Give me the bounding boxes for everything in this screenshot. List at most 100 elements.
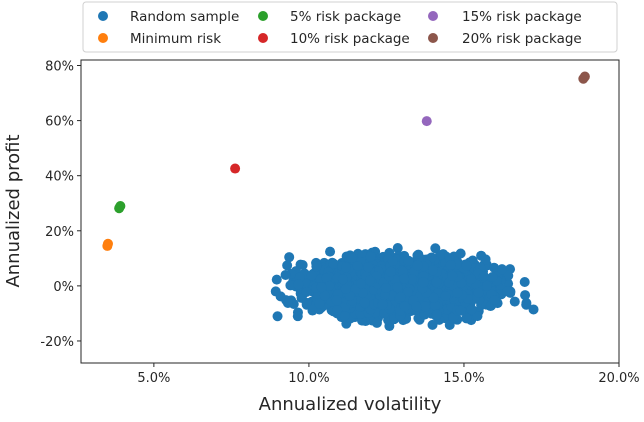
y-axis-label: Annualized profit [3, 134, 24, 287]
data-point [363, 262, 374, 273]
data-point [440, 290, 451, 301]
legend-marker-icon [428, 33, 438, 43]
data-point [321, 273, 332, 284]
data-point [473, 287, 484, 298]
legend-item: Minimum risk [98, 31, 221, 47]
data-point [472, 311, 483, 322]
data-point [406, 274, 417, 285]
data-point [272, 311, 283, 322]
legend-marker-icon [428, 11, 438, 21]
plot-frame [80, 59, 620, 364]
x-tick-label: 10.0% [288, 371, 329, 386]
data-point [230, 163, 241, 174]
data-point [445, 260, 456, 271]
data-point [403, 255, 414, 266]
data-point [489, 262, 500, 273]
legend: Random sample Minimum risk 5% risk package… [82, 1, 618, 53]
legend-marker-icon [258, 33, 268, 43]
data-point [461, 260, 472, 271]
y-tick-label: 60% [45, 115, 74, 130]
data-point [461, 313, 472, 324]
series-random-sample [270, 243, 539, 332]
data-point [420, 301, 431, 312]
legend-item: Random sample [98, 9, 239, 25]
data-point [364, 275, 375, 286]
y-tick-label: 40% [45, 170, 74, 185]
data-point [452, 287, 463, 298]
data-point [371, 317, 382, 328]
series-20-risk-package [578, 71, 590, 84]
data-point [411, 301, 422, 312]
data-point [325, 246, 336, 257]
data-point [402, 287, 413, 298]
data-point [301, 297, 312, 308]
data-point [346, 253, 357, 264]
data-point [521, 297, 532, 308]
data-point [478, 271, 489, 282]
data-point [271, 274, 282, 285]
data-point [489, 295, 500, 306]
data-point [331, 295, 342, 306]
x-tick-label: 5.0% [137, 371, 170, 386]
data-point [431, 277, 442, 288]
series-minimum-risk [102, 238, 113, 251]
x-tick-label: 20.0% [598, 371, 639, 386]
data-point [280, 269, 291, 280]
data-point [466, 304, 477, 315]
legend-item: 20% risk package [428, 31, 582, 47]
data-point [395, 292, 406, 303]
data-point [428, 292, 439, 303]
legend-label: 5% risk package [290, 9, 401, 25]
data-point [503, 270, 514, 281]
data-point [340, 262, 351, 273]
data-point [328, 258, 339, 269]
legend-frame [82, 1, 618, 53]
data-point [430, 300, 441, 311]
series-10-risk-package [230, 163, 241, 174]
data-point [357, 287, 368, 298]
legend-label: 10% risk package [290, 31, 410, 47]
data-point [282, 297, 293, 308]
data-point [332, 305, 343, 316]
data-point [339, 310, 350, 321]
data-point [319, 290, 330, 301]
data-point [292, 311, 303, 322]
data-point [285, 280, 296, 291]
data-point [481, 280, 492, 291]
data-point [399, 301, 410, 312]
legend-item: 15% risk package [428, 9, 582, 25]
data-point [301, 286, 312, 297]
data-point [392, 243, 403, 254]
data-point [359, 297, 370, 308]
data-point [502, 286, 513, 297]
legend-item: 5% risk package [258, 9, 401, 25]
x-axis-label: Annualized volatility [259, 394, 442, 415]
data-point [352, 261, 363, 272]
y-axis: -20% 0% 20% 40% 60% 80% [40, 60, 81, 350]
data-point [412, 260, 423, 271]
data-point [311, 261, 322, 272]
data-point [579, 71, 590, 82]
x-tick-label: 15.0% [443, 371, 484, 386]
y-tick-label: 80% [45, 60, 74, 75]
data-point [520, 290, 531, 301]
data-point [314, 298, 325, 309]
data-point [480, 254, 491, 265]
data-point [340, 283, 351, 294]
series-5-risk-package [114, 200, 126, 214]
y-tick-label: 0% [53, 280, 74, 295]
data-point [297, 260, 308, 271]
legend-label: Random sample [130, 9, 239, 25]
legend-marker-icon [98, 11, 108, 21]
data-point [306, 270, 317, 281]
data-point [427, 265, 438, 276]
data-point [432, 309, 443, 320]
data-point [115, 200, 126, 211]
data-point [380, 282, 391, 293]
data-point [426, 252, 437, 263]
data-point [418, 277, 429, 288]
data-point [392, 282, 403, 293]
data-point [316, 282, 327, 293]
y-tick-label: -20% [40, 335, 74, 350]
legend-marker-icon [98, 33, 108, 43]
